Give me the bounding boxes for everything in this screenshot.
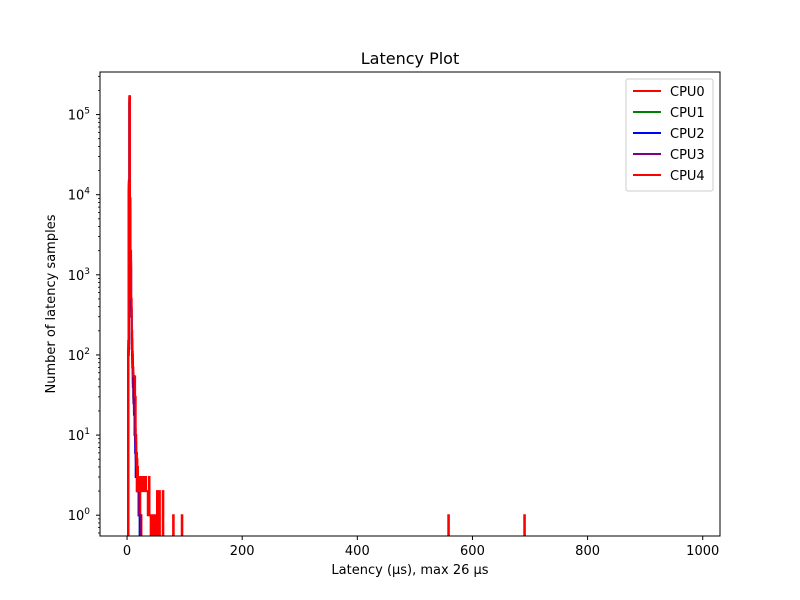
chart-title: Latency Plot <box>361 49 459 68</box>
x-tick-label: 0 <box>123 544 131 559</box>
legend-label-cpu0: CPU0 <box>670 85 705 100</box>
legend-label-cpu2: CPU2 <box>670 127 705 142</box>
legend-label-cpu1: CPU1 <box>670 106 705 121</box>
x-tick-label: 200 <box>230 544 255 559</box>
x-tick-label: 800 <box>575 544 600 559</box>
legend-label-cpu4: CPU4 <box>670 169 705 184</box>
legend-label-cpu3: CPU3 <box>670 148 705 163</box>
plot-frame <box>99 71 721 537</box>
x-tick-label: 1000 <box>686 544 719 559</box>
series-line-cpu4 <box>127 96 526 536</box>
legend: CPU0 CPU1 CPU2 CPU3 CPU4 <box>625 78 714 192</box>
series-layer <box>127 95 526 536</box>
y-tick-exponent: 0 <box>84 507 90 517</box>
y-tick-exponent: 2 <box>84 347 90 357</box>
x-axis: 0 200 400 600 800 1000 <box>123 536 719 559</box>
y-axis-label: Number of latency samples <box>44 214 59 393</box>
x-tick-label: 600 <box>460 544 485 559</box>
legend-box <box>625 78 714 192</box>
x-axis-label: Latency (µs), max 26 µs <box>331 563 488 578</box>
y-tick-exponent: 4 <box>84 187 90 197</box>
y-tick-exponent: 3 <box>84 267 90 277</box>
y-tick-exponent: 5 <box>84 107 90 117</box>
x-tick-label: 400 <box>345 544 370 559</box>
y-tick-exponent: 1 <box>84 427 90 437</box>
